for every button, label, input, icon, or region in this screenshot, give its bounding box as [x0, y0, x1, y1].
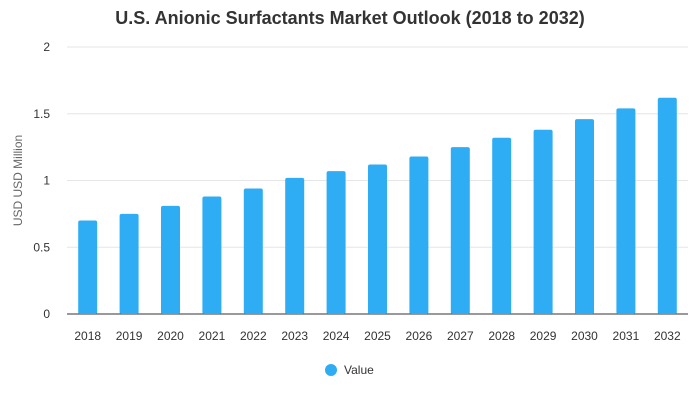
x-tick-label: 2021: [199, 329, 226, 343]
x-tick-label: 2019: [116, 329, 143, 343]
bar-2029[interactable]: [533, 129, 553, 314]
x-tick-label: 2029: [530, 329, 557, 343]
bar-2021[interactable]: [202, 196, 222, 314]
bar-2018[interactable]: [78, 220, 98, 314]
bar-2025[interactable]: [368, 164, 387, 314]
legend-marker: [325, 364, 337, 376]
x-tick-label: 2024: [323, 329, 350, 343]
y-tick-label: 1: [43, 174, 50, 188]
bar-2030[interactable]: [575, 119, 594, 314]
x-axis-ticks: 2018 2019 2020 2021 2022 2023 2024 2025 2026 2027…: [74, 329, 681, 343]
x-tick-label: 2018: [74, 329, 101, 343]
bar-2031[interactable]: [616, 108, 636, 314]
bar-2026[interactable]: [409, 156, 429, 314]
bar-2027[interactable]: [450, 147, 470, 314]
y-tick-label: 0: [43, 307, 50, 321]
x-tick-label: 2027: [447, 329, 474, 343]
x-tick-label: 2025: [364, 329, 391, 343]
bars: [78, 97, 677, 314]
chart-title: U.S. Anionic Surfactants Market Outlook …: [115, 8, 585, 28]
x-tick-label: 2030: [571, 329, 598, 343]
bar-2023[interactable]: [285, 177, 305, 314]
y-tick-label: 0.5: [33, 240, 50, 254]
bar-2028[interactable]: [492, 137, 512, 314]
legend-label: Value: [344, 363, 374, 377]
y-tick-label: 2: [43, 40, 50, 54]
y-axis-ticks: 0 0.5 1 1.5 2: [33, 40, 50, 321]
bar-2020[interactable]: [161, 205, 180, 314]
bar-2019[interactable]: [119, 213, 139, 314]
x-tick-label: 2022: [240, 329, 267, 343]
y-axis-title: USD USD Million: [11, 135, 25, 226]
y-tick-label: 1.5: [33, 107, 50, 121]
x-tick-label: 2023: [281, 329, 308, 343]
legend[interactable]: Value: [325, 363, 374, 377]
x-tick-label: 2032: [654, 329, 681, 343]
x-tick-label: 2031: [613, 329, 640, 343]
x-tick-label: 2028: [488, 329, 515, 343]
x-tick-label: 2020: [157, 329, 184, 343]
bar-2032[interactable]: [657, 97, 677, 314]
bar-2022[interactable]: [243, 188, 263, 314]
x-tick-label: 2026: [406, 329, 433, 343]
bar-2024[interactable]: [326, 171, 346, 314]
